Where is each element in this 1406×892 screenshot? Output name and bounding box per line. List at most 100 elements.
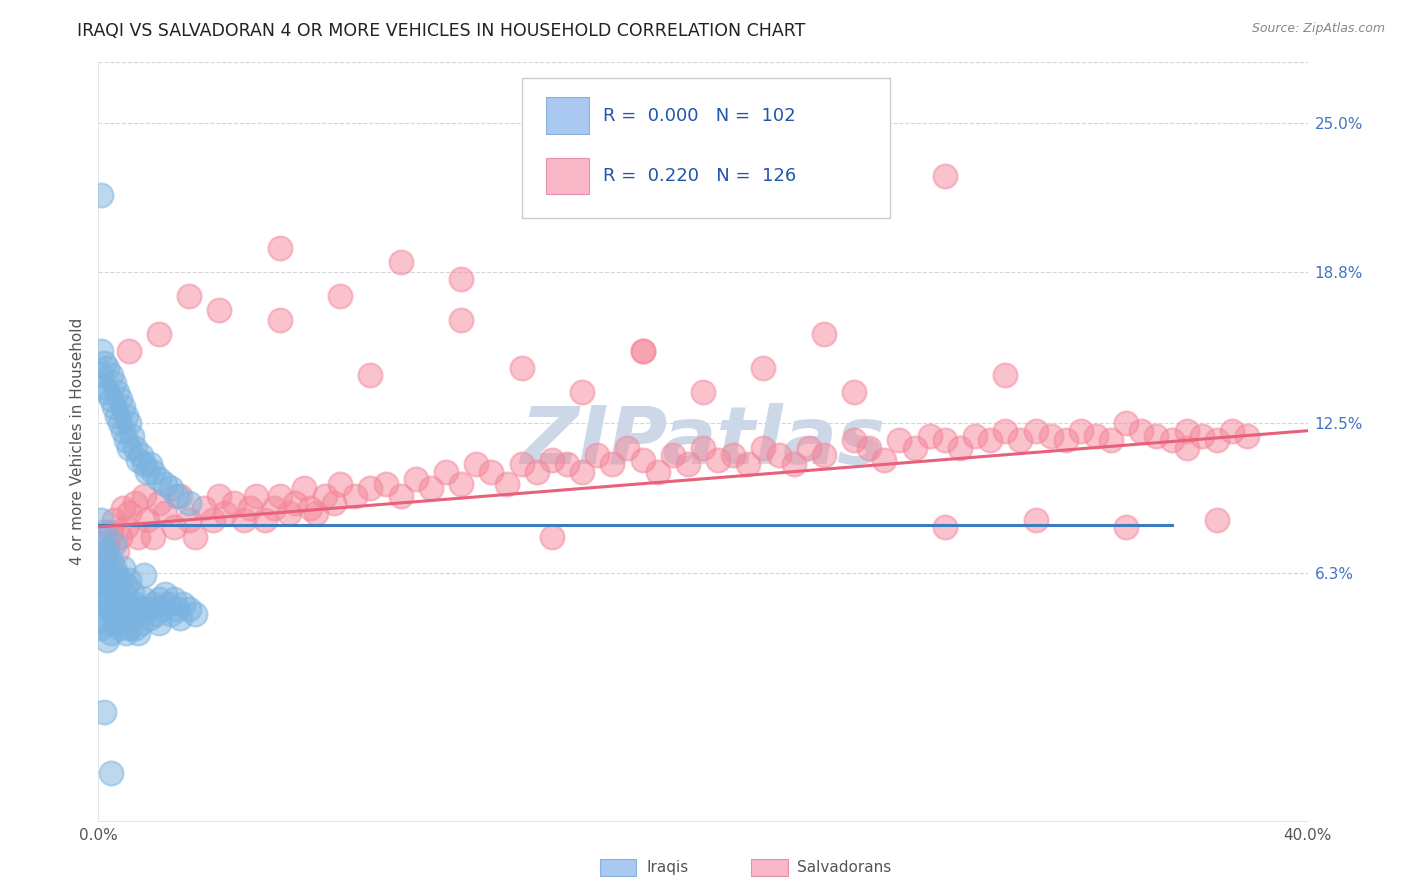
Point	[692, 385, 714, 400]
Point	[96, 616, 118, 631]
Point	[269, 241, 291, 255]
Point	[184, 530, 207, 544]
Point	[160, 482, 183, 496]
Point	[1024, 424, 1046, 438]
Point	[202, 513, 225, 527]
Point	[132, 458, 155, 472]
Point	[148, 327, 170, 342]
Point	[918, 428, 941, 442]
Point	[631, 452, 654, 467]
Point	[105, 385, 128, 400]
Point	[129, 448, 152, 462]
Point	[118, 441, 141, 455]
Point	[90, 513, 112, 527]
Point	[1175, 441, 1198, 455]
Point	[360, 368, 382, 383]
Point	[103, 376, 125, 390]
Point	[676, 458, 699, 472]
Point	[121, 609, 143, 624]
Point	[1220, 424, 1243, 438]
Point	[602, 458, 624, 472]
Point	[586, 448, 609, 462]
Point	[118, 506, 141, 520]
Point	[555, 458, 578, 472]
Point	[813, 327, 835, 342]
Point	[160, 607, 183, 621]
Point	[1024, 513, 1046, 527]
Text: Source: ZipAtlas.com: Source: ZipAtlas.com	[1251, 22, 1385, 36]
Point	[90, 597, 112, 611]
Point	[616, 441, 638, 455]
Point	[124, 621, 146, 635]
Point	[90, 344, 112, 359]
Point	[571, 385, 593, 400]
Point	[90, 585, 112, 599]
Point	[111, 424, 134, 438]
Point	[889, 434, 911, 448]
Point	[1054, 434, 1077, 448]
Point	[90, 573, 112, 587]
Point	[139, 458, 162, 472]
Point	[329, 289, 352, 303]
Point	[90, 187, 112, 202]
Point	[93, 356, 115, 370]
Point	[111, 585, 134, 599]
Point	[93, 706, 115, 720]
Point	[405, 472, 427, 486]
Point	[661, 448, 683, 462]
Point	[450, 272, 472, 286]
Point	[1206, 513, 1229, 527]
Point	[103, 585, 125, 599]
Point	[844, 434, 866, 448]
Point	[193, 500, 215, 515]
Point	[103, 609, 125, 624]
Point	[156, 597, 179, 611]
Point	[166, 602, 188, 616]
Point	[1160, 434, 1182, 448]
Point	[93, 380, 115, 394]
Point	[245, 489, 267, 503]
Point	[994, 424, 1017, 438]
Point	[510, 458, 533, 472]
Point	[1070, 424, 1092, 438]
Point	[1206, 434, 1229, 448]
Point	[1099, 434, 1122, 448]
Point	[179, 496, 201, 510]
Point	[631, 344, 654, 359]
Point	[1175, 424, 1198, 438]
Point	[96, 633, 118, 648]
Point	[813, 448, 835, 462]
Point	[108, 417, 131, 431]
Point	[150, 602, 173, 616]
Point	[1144, 428, 1167, 442]
Bar	[600, 859, 637, 876]
Point	[135, 513, 157, 527]
Point	[263, 500, 285, 515]
Point	[299, 500, 322, 515]
FancyBboxPatch shape	[546, 158, 589, 194]
Point	[142, 597, 165, 611]
Point	[495, 476, 517, 491]
Text: R =  0.000   N =  102: R = 0.000 N = 102	[603, 106, 796, 125]
Point	[100, 602, 122, 616]
Point	[105, 544, 128, 558]
Point	[277, 506, 299, 520]
Point	[124, 496, 146, 510]
Point	[90, 368, 112, 383]
Point	[135, 465, 157, 479]
Point	[96, 592, 118, 607]
Point	[153, 476, 176, 491]
Point	[100, 626, 122, 640]
Point	[979, 434, 1001, 448]
Point	[148, 496, 170, 510]
Point	[647, 465, 669, 479]
Point	[142, 465, 165, 479]
Point	[103, 400, 125, 414]
Point	[323, 496, 346, 510]
Point	[118, 621, 141, 635]
Point	[994, 368, 1017, 383]
Point	[96, 385, 118, 400]
Point	[96, 544, 118, 558]
Point	[571, 465, 593, 479]
Point	[105, 568, 128, 582]
